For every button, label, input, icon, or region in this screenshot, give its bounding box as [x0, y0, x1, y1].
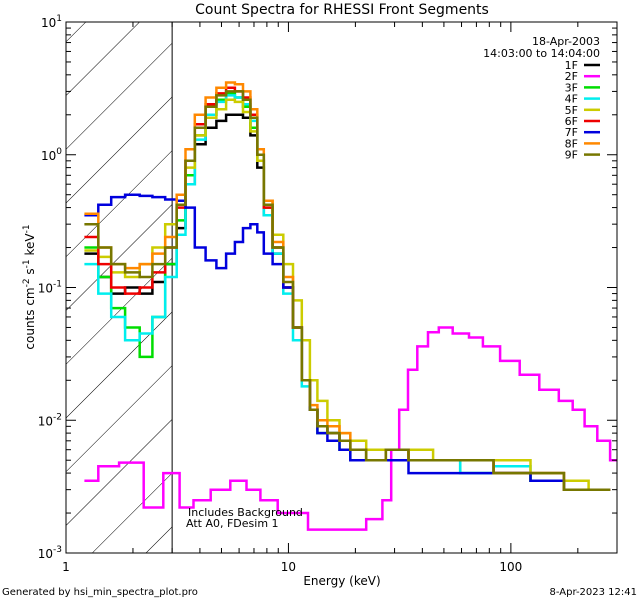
- legend-label-3F: 3F: [565, 81, 578, 94]
- series-7F-line: [84, 193, 611, 491]
- y-axis-label-exp2: -1: [22, 259, 32, 268]
- x-axis-label: Energy (keV): [303, 574, 380, 588]
- footer-generated-by: Generated by hsi_min_spectra_plot.pro: [2, 587, 198, 598]
- chart-title: Count Spectra for RHESSI Front Segments: [195, 2, 489, 18]
- legend-label-2F: 2F: [565, 70, 578, 83]
- y-axis-label: counts cm-2 s-1 keV-1: [22, 224, 37, 349]
- legend-label-6F: 6F: [565, 115, 578, 128]
- y-axis-label-base: counts cm: [23, 287, 37, 349]
- y-axis-label-exp1: -2: [22, 278, 32, 287]
- series-9F-line: [84, 90, 611, 491]
- x-tick-label: 1: [62, 560, 70, 574]
- legend-label-9F: 9F: [565, 149, 578, 162]
- date-label: 18-Apr-2003: [532, 35, 600, 48]
- series-layer: [84, 81, 617, 531]
- x-tick-label: 10: [281, 560, 296, 574]
- y-tick-label: 10-2: [38, 412, 62, 428]
- legend-label-8F: 8F: [565, 137, 578, 150]
- legend-label-5F: 5F: [565, 104, 578, 117]
- y-axis-label-exp3: -1: [22, 224, 32, 233]
- legend-label-4F: 4F: [565, 93, 578, 106]
- axis-ticks: 1 10 100 10-3 10-2 10-1 100 101: [38, 14, 618, 574]
- y-tick-label: 101: [41, 14, 62, 30]
- footer-timestamp: 8-Apr-2023 12:41: [550, 587, 637, 598]
- attenuator-note: Att A0, FDesim 1: [186, 517, 279, 530]
- y-tick-label: 100: [41, 147, 62, 163]
- time-range-label: 14:03:00 to 14:04:00: [483, 47, 600, 60]
- legend-label-1F: 1F: [565, 59, 578, 72]
- background-note: Includes Background: [188, 506, 303, 519]
- y-tick-label: 10-1: [38, 280, 62, 296]
- y-axis-label-mid1: s: [23, 268, 37, 278]
- y-tick-label: 10-3: [38, 545, 62, 561]
- x-tick-label: 100: [499, 560, 522, 574]
- y-axis-label-mid2: keV: [23, 233, 37, 260]
- legend-label-7F: 7F: [565, 126, 578, 139]
